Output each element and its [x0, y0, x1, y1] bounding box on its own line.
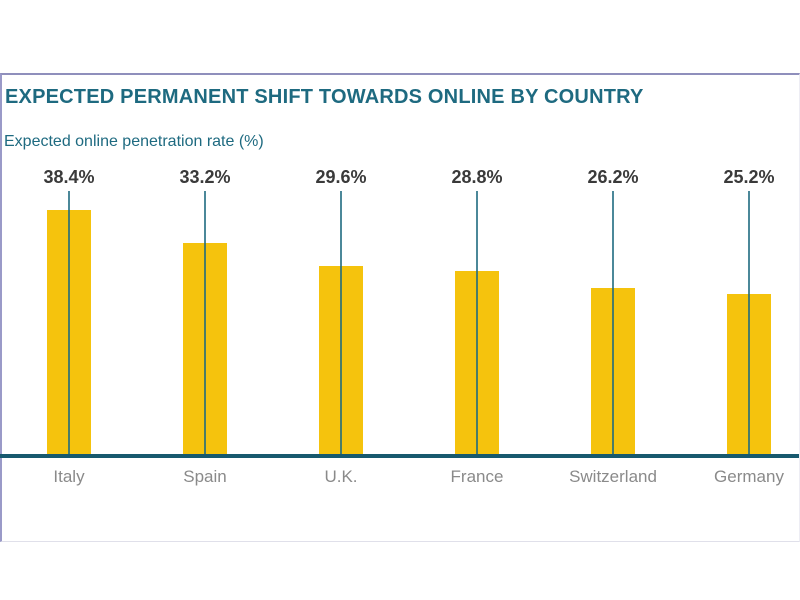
- plot-area: 38.4% Italy 33.2% Spain 29.6% U.K. 28.8% France…: [0, 75, 799, 541]
- chart-title: EXPECTED PERMANENT SHIFT TOWARDS ONLINE …: [5, 86, 644, 108]
- value-label: 38.4%: [43, 167, 95, 187]
- category-label: France: [450, 467, 504, 486]
- chart-y-axis-label: Expected online penetration rate (%): [4, 133, 264, 150]
- value-label: 26.2%: [587, 167, 639, 187]
- value-label: 28.8%: [451, 167, 503, 187]
- value-label: 33.2%: [179, 167, 231, 187]
- category-label: Germany: [714, 467, 784, 486]
- reference-line: [612, 191, 614, 454]
- value-label: 25.2%: [723, 167, 775, 187]
- chart-panel: EXPECTED PERMANENT SHIFT TOWARDS ONLINE …: [0, 73, 800, 542]
- reference-line: [204, 191, 206, 454]
- category-label: Italy: [53, 467, 85, 486]
- reference-line: [476, 191, 478, 454]
- reference-line: [748, 191, 750, 454]
- category-label: Switzerland: [569, 467, 657, 486]
- reference-line: [68, 191, 70, 454]
- x-axis-line: [0, 454, 799, 458]
- category-label: U.K.: [324, 467, 358, 486]
- value-label: 29.6%: [315, 167, 367, 187]
- reference-line: [340, 191, 342, 454]
- category-label: Spain: [183, 467, 227, 486]
